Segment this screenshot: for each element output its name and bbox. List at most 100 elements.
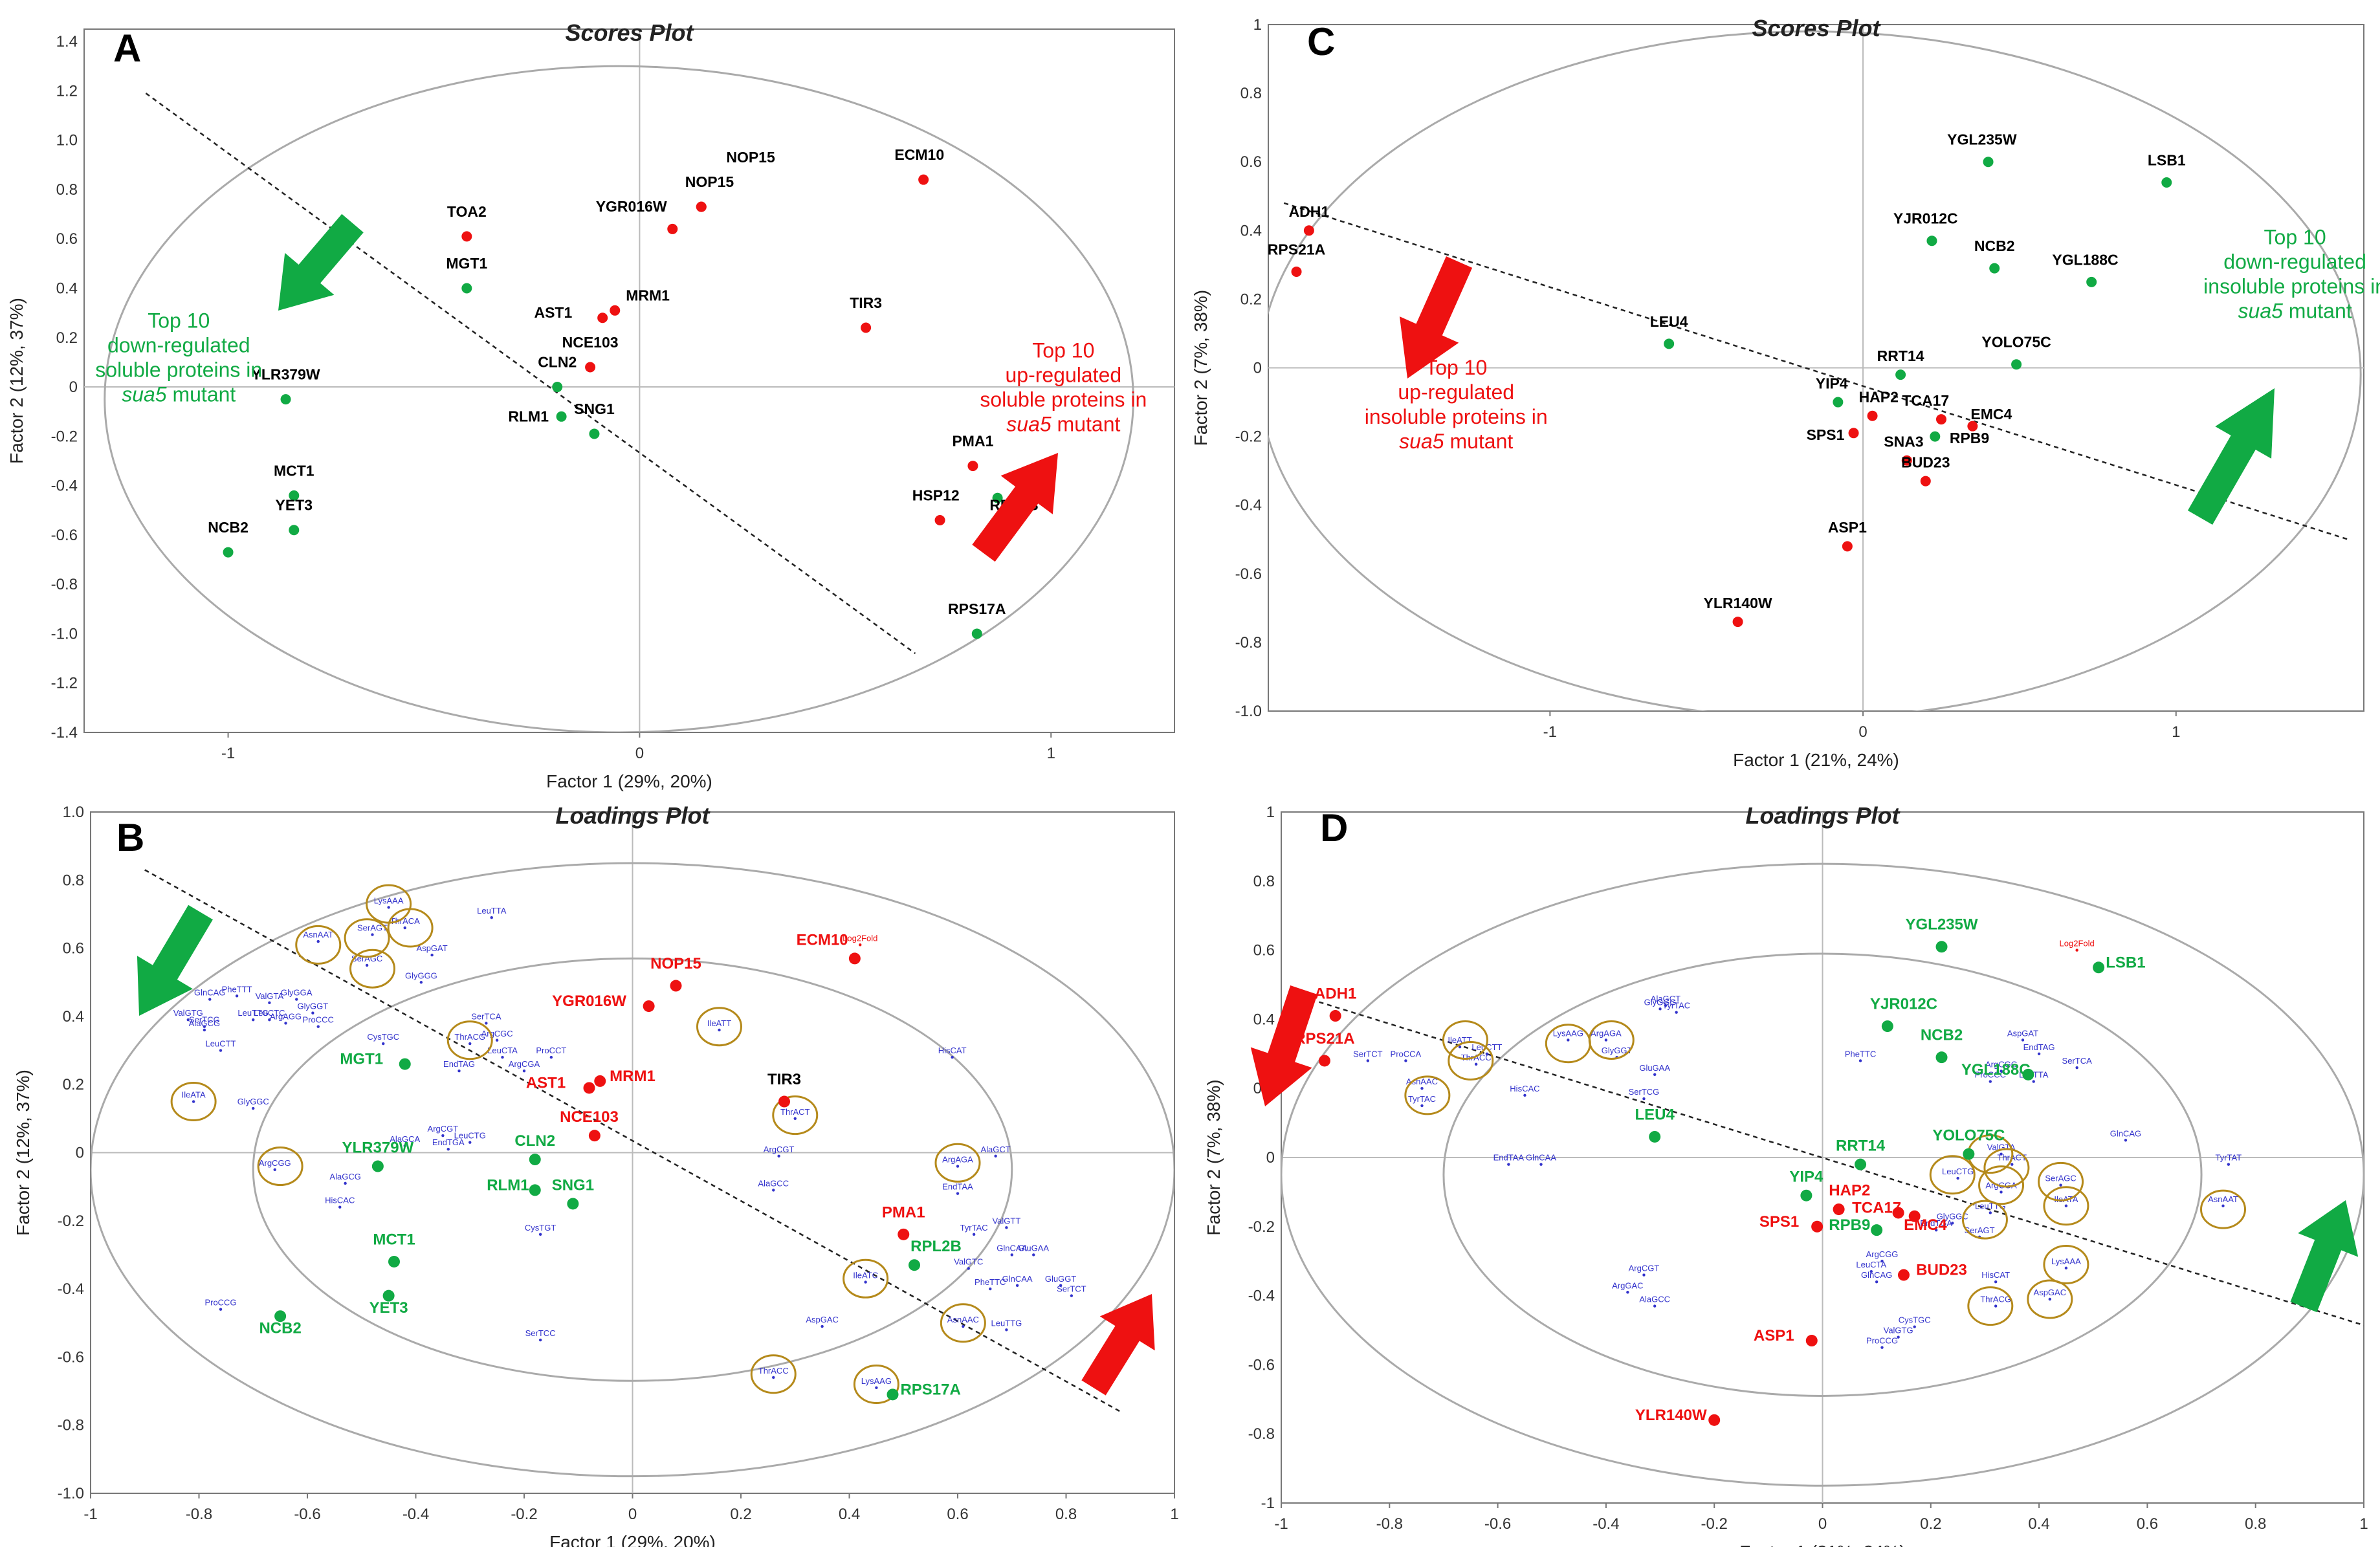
loading-label: EndTGA — [1920, 1218, 1952, 1228]
plot-title: Scores Plot — [565, 19, 694, 46]
y-tick-label: -0.6 — [1235, 565, 1262, 583]
protein-label: TIR3 — [767, 1071, 801, 1088]
loading-point — [1653, 1304, 1657, 1308]
loading-label: ProCCA — [1391, 1049, 1422, 1059]
highlight-circle — [349, 949, 395, 989]
protein-label: MRM1 — [626, 287, 670, 304]
protein-point — [967, 461, 978, 472]
loading-label: AsnAAT — [303, 930, 333, 939]
y-tick-label: 1.2 — [56, 82, 78, 100]
protein-label: RPS17A — [948, 600, 1006, 617]
protein-label: NCB2 — [208, 519, 248, 536]
plot-area: YGL235W LSB1 ADH1 YJR012C NCB2 RPS21A YGL188C L… — [1268, 25, 2364, 711]
protein-label: YET3 — [369, 1299, 408, 1317]
loading-label: EndTAA — [1493, 1153, 1525, 1163]
protein-point — [778, 1095, 790, 1108]
highlight-circle — [257, 1147, 303, 1187]
loading-point — [1523, 1093, 1526, 1097]
protein-label: NCE103 — [562, 334, 619, 351]
protein-point — [1329, 1010, 1341, 1022]
up-regulated-arrow-icon — [1250, 985, 1317, 1106]
y-tick-label: 1.0 — [56, 132, 78, 149]
loading-point — [495, 1038, 499, 1042]
plot-title: Loadings Plot — [556, 802, 711, 829]
confidence-ellipse-1 — [91, 862, 1174, 1478]
x-tick-label: -1 — [221, 745, 235, 762]
protein-label: MGT1 — [340, 1051, 383, 1068]
y-tick-label: 0.6 — [1240, 153, 1262, 171]
panel-letter: D — [1320, 806, 1348, 850]
loading-label: SerTCG — [189, 1015, 220, 1025]
protein-point — [597, 313, 608, 324]
protein-label: YET3 — [276, 497, 313, 514]
panel-letter: C — [1307, 20, 1335, 63]
protein-label: YLR140W — [1635, 1407, 1707, 1424]
x-tick-label: -0.2 — [511, 1506, 537, 1523]
protein-label: YLR379W — [342, 1139, 414, 1157]
loading-point — [501, 1055, 504, 1059]
loading-point — [186, 1018, 190, 1022]
loading-label: AspGAT — [417, 943, 448, 953]
protein-point — [1800, 1189, 1813, 1201]
panel-A: ECM10 NOP15 NOP15 YGR016W TOA2 MGT1 MRM1 AST1 TI… — [6, 19, 1175, 791]
protein-label: RLM1 — [508, 408, 549, 424]
protein-label: RPB9 — [1950, 430, 1989, 446]
loading-point — [1015, 1284, 1019, 1288]
loading-point — [1005, 1226, 1008, 1229]
annotation-line: sua5 mutant — [1006, 412, 1120, 435]
panel-letter: A — [113, 27, 141, 70]
protein-point — [1303, 225, 1314, 236]
loading-point — [252, 1106, 255, 1110]
loading-point — [1010, 1253, 1013, 1256]
loading-point — [485, 1022, 488, 1025]
loading-label: LysAAA — [374, 895, 404, 905]
loading-point — [2000, 1070, 2003, 1073]
annotation-text: Top 10 down-regulated insoluble proteins i… — [2203, 226, 2380, 323]
loading-label: EndTAG — [2023, 1042, 2055, 1052]
protein-point — [1930, 431, 1941, 442]
loading-point — [951, 1055, 954, 1059]
loading-label: ArgCGT — [428, 1124, 459, 1134]
protein-point — [1983, 157, 1994, 168]
y-axis-label: Factor 2 (7%, 38%) — [1191, 290, 1211, 446]
protein-point — [1901, 455, 1912, 466]
protein-point — [589, 428, 600, 439]
loading-point — [875, 1386, 878, 1389]
loading-point — [371, 933, 374, 936]
highlight-circle — [843, 1258, 889, 1299]
loading-point — [1658, 1007, 1662, 1011]
annotation-italic: sua5 — [2238, 300, 2284, 323]
annotation-line: sua5 mutant — [122, 382, 236, 406]
loading-point — [1404, 1059, 1407, 1062]
y-tick-label: 0.4 — [56, 280, 78, 297]
loading-label: AlaGCC — [1639, 1295, 1670, 1304]
loading-point — [2037, 1052, 2041, 1056]
loading-point — [192, 1100, 195, 1103]
loading-label: AspGAT — [2007, 1028, 2038, 1038]
y-tick-label: -0.6 — [1248, 1356, 1275, 1374]
y-axis-label: Factor 2 (7%, 38%) — [1204, 1079, 1224, 1235]
x-tick-label: 0 — [1858, 723, 1867, 741]
y-tick-label: 0.2 — [56, 329, 78, 347]
x-tick-label: -0.8 — [1376, 1515, 1403, 1533]
loading-point — [2075, 1066, 2078, 1070]
protein-label: RLM1 — [487, 1176, 529, 1194]
annotation-line: up-regulated — [1005, 363, 1121, 386]
loading-point — [1994, 1280, 1998, 1284]
protein-point — [1732, 617, 1743, 628]
loading-point — [1485, 1052, 1489, 1056]
y-tick-label: 1.4 — [56, 33, 78, 50]
loading-label: SerAGT — [357, 923, 388, 933]
protein-point — [610, 305, 621, 316]
y-tick-label: -0.6 — [51, 527, 78, 544]
protein-point — [556, 411, 567, 422]
protein-label: YGR016W — [552, 993, 626, 1010]
annotation-line: Top 10 — [2264, 226, 2326, 249]
protein-label: AST1 — [526, 1074, 566, 1092]
x-tick-label: -1 — [1274, 1515, 1288, 1533]
protein-point — [2022, 1068, 2034, 1081]
protein-point — [371, 1160, 384, 1172]
protein-label: LSB1 — [2148, 152, 2186, 169]
loading-point — [967, 1267, 970, 1270]
